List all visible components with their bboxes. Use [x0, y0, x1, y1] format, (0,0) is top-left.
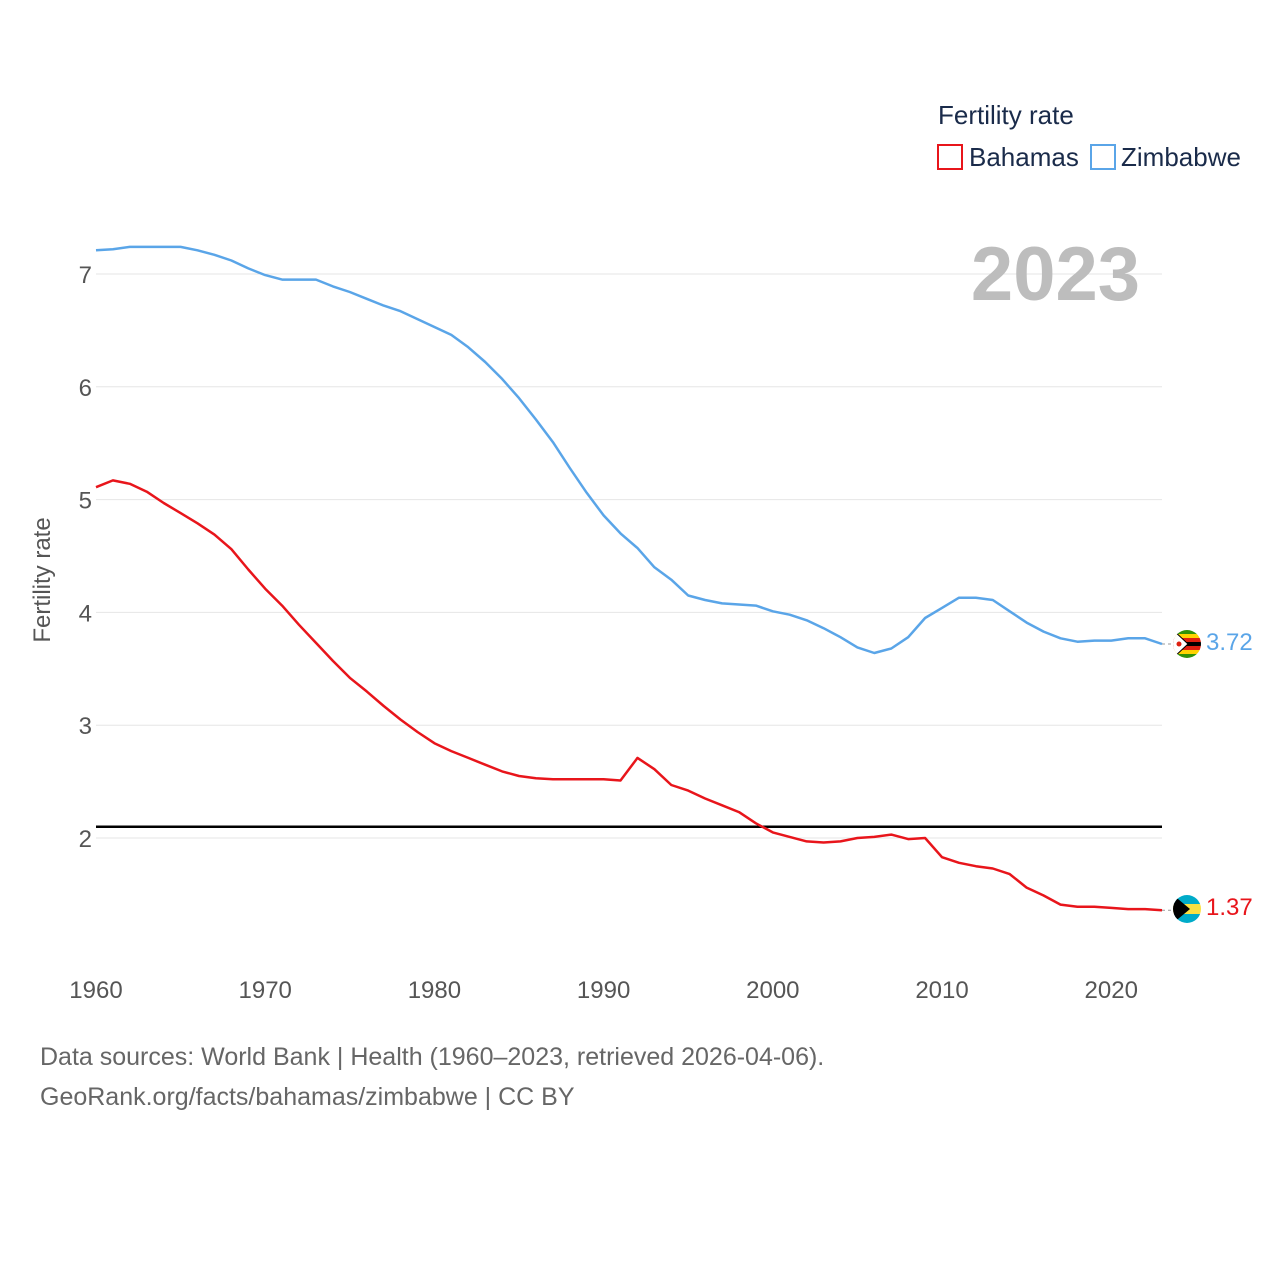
y-tick-label: 4: [79, 600, 92, 627]
series-lines: [95, 245, 1172, 912]
x-tick-label: 1980: [408, 977, 461, 1004]
legend-label-zimbabwe: Zimbabwe: [1121, 142, 1241, 172]
x-tick-label: 2010: [915, 977, 968, 1004]
y-tick-label: 3: [79, 713, 92, 740]
bahamas-end-label: 1.37: [1206, 894, 1253, 921]
x-tick-label: 1970: [239, 977, 292, 1004]
legend: Fertility rate Bahamas Zimbabwe: [937, 100, 1241, 172]
x-axis-ticks: 1960 1970 1980 1990 2000 2010 2020: [69, 977, 1138, 1004]
legend-title: Fertility rate: [938, 100, 1074, 130]
y-tick-label: 6: [79, 375, 92, 402]
footer-sources: Data sources: World Bank | Health (1960–…: [40, 1043, 825, 1071]
year-label: 2023: [971, 232, 1140, 317]
y-tick-label: 2: [79, 826, 92, 853]
x-tick-label: 2020: [1085, 977, 1138, 1004]
legend-swatch-zimbabwe: [1090, 144, 1116, 170]
legend-swatch-bahamas: [937, 144, 963, 170]
zimbabwe-end-label: 3.72: [1206, 629, 1253, 656]
x-tick-label: 1990: [577, 977, 630, 1004]
y-axis-title: Fertility rate: [29, 517, 56, 642]
series-line-zimbabwe: [95, 245, 1163, 655]
series-line-bahamas: [95, 479, 1163, 912]
zimbabwe-flag-icon: [1173, 630, 1201, 658]
x-tick-label: 1960: [69, 977, 122, 1004]
gridlines: [96, 273, 1162, 839]
y-tick-label: 5: [79, 488, 92, 515]
fertility-rate-chart: 2 3 4 5 6 7 1960 1970 1980 1990 2000 2010 2020 Fert…: [29, 100, 1253, 1004]
footer-url: GeoRank.org/facts/bahamas/zimbabwe | CC …: [40, 1083, 575, 1111]
y-axis-ticks: 2 3 4 5 6 7: [79, 262, 92, 853]
x-tick-label: 2000: [746, 977, 799, 1004]
y-tick-label: 7: [79, 262, 92, 289]
legend-label-bahamas: Bahamas: [969, 142, 1079, 172]
series-end-markers: 1.37 3.72: [1173, 629, 1253, 923]
bahamas-flag-icon: [1173, 895, 1201, 923]
